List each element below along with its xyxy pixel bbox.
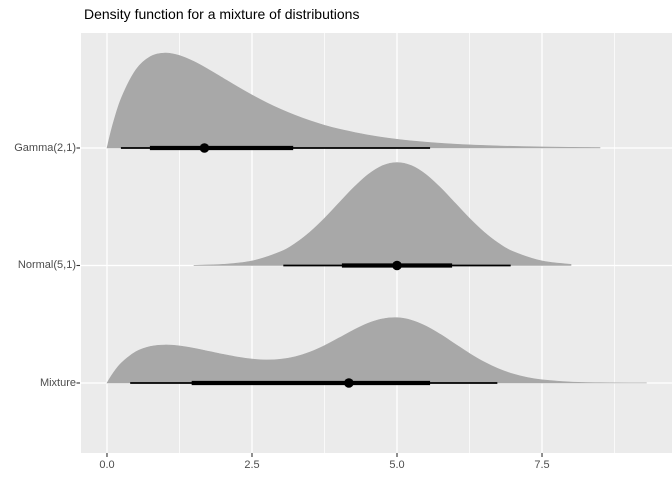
density-area-mixture <box>106 317 647 384</box>
x-tick-label-2: 5.0 <box>389 459 405 471</box>
x-tick-label-0: 0.0 <box>99 459 115 471</box>
density-area-gamma-2-1 <box>106 52 601 149</box>
x-tick-label-3: 7.5 <box>534 459 550 471</box>
y-axis-label-normal: Normal(5,1) <box>17 259 76 271</box>
y-axis-label-mixture: Mixture <box>39 377 76 389</box>
plot-title: Density function for a mixture of distri… <box>84 6 360 22</box>
density-area-normal-5-1 <box>193 162 572 266</box>
x-tick-label-1: 2.5 <box>244 459 260 471</box>
median-dot-normal-5-1 <box>392 260 402 271</box>
y-axis-label-gamma: Gamma(2,1) <box>14 142 76 154</box>
median-dot-mixture <box>344 378 354 388</box>
median-dot-gamma-2-1 <box>199 143 210 153</box>
